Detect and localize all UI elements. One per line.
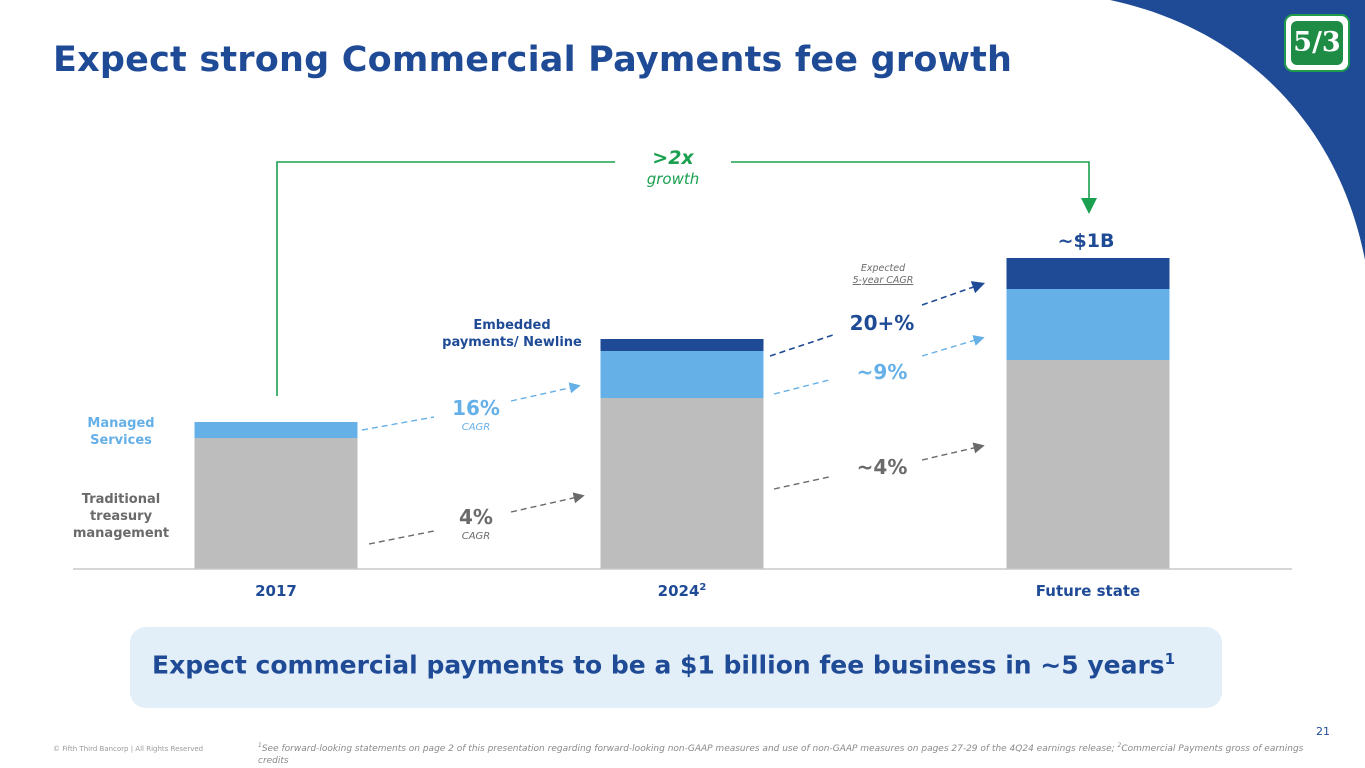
page-number: 21 [1316, 725, 1330, 738]
footnote: 1See forward-looking statements on page … [258, 740, 1320, 767]
managed-future-arrow-b [921, 335, 985, 357]
bar-2017-traditional-treasury-management [194, 438, 358, 569]
managed-hist-arrow-b [510, 382, 581, 402]
embedded-label-line1: Embedded [473, 318, 550, 333]
bar-2024-managed-services [600, 351, 764, 398]
bar-future-state-embedded-payments-newline [1006, 258, 1170, 289]
traditional-label-line2: treasury [90, 509, 153, 524]
logo-mark: 5/3 [1291, 21, 1343, 65]
bar-2024-traditional-treasury-management [600, 398, 764, 569]
traditional-future-arrow-a [773, 476, 830, 490]
footnote-part-1: See forward-looking statements on page 2… [261, 744, 1118, 754]
fifth-third-logo: 5/3 [1284, 14, 1350, 72]
total-label: ~$1B [1058, 230, 1115, 252]
embedded-future-arrow-b [921, 281, 986, 306]
bar-future-state-traditional-treasury-management [1006, 360, 1170, 569]
growth-callout-sub: growth [647, 170, 700, 188]
x-tick-label-2024: 20242 [658, 582, 707, 600]
growth-callout-main: >2x [652, 147, 694, 169]
x-tick-label-2017: 2017 [255, 582, 297, 600]
bar-2024-embedded-payments-newline [600, 339, 764, 351]
expected-label-line1: Expected [861, 263, 906, 274]
bar-future-state-managed-services [1006, 289, 1170, 360]
embedded-label-line2: payments/ Newline [442, 335, 582, 350]
managed-hist-arrow-a [361, 416, 435, 431]
page-title: Expect strong Commercial Payments fee gr… [53, 40, 1013, 80]
growth-bracket-left [276, 161, 615, 396]
expected-label-line2: 5-year CAGR [853, 275, 914, 286]
managed-label-line2: Services [90, 433, 152, 448]
footnote-sup-1: 1 [258, 742, 262, 749]
managed-future-arrow-a [773, 379, 830, 395]
embedded-future-cagr: 20+% [850, 311, 915, 335]
bar-2017-managed-services [194, 422, 358, 438]
footnote-part-2: Commercial Payments gross of earnings cr… [258, 744, 1304, 766]
summary-banner [130, 627, 1222, 708]
traditional-hist-arrow-a [368, 530, 435, 545]
traditional-hist-cagr-sub: CAGR [462, 531, 491, 542]
copyright-text: © Fifth Third Bancorp | All Rights Reser… [53, 745, 204, 753]
managed-hist-cagr-value: 16% [452, 396, 500, 420]
traditional-future-cagr: ~4% [857, 455, 908, 479]
managed-future-cagr: ~9% [857, 360, 908, 384]
summary-banner-text: Expect commercial payments to be a $1 bi… [152, 650, 1175, 679]
traditional-label-line3: management [73, 526, 169, 541]
banner-superscript: 1 [1164, 650, 1176, 668]
traditional-future-arrow-b [921, 442, 985, 461]
traditional-label-line1: Traditional [82, 492, 160, 507]
embedded-future-arrow-a [769, 334, 834, 357]
x-tick-superscript: 2 [699, 582, 706, 593]
banner-text: Expect commercial payments to be a $1 bi… [152, 650, 1165, 680]
traditional-hist-cagr-value: 4% [459, 505, 493, 529]
managed-label-line1: Managed [87, 416, 154, 431]
growth-bracket-right [731, 161, 1097, 214]
x-tick-label-future-state: Future state [1036, 582, 1140, 600]
traditional-hist-arrow-b [510, 492, 585, 513]
footnote-sup-2: 2 [1117, 742, 1122, 749]
managed-hist-cagr-sub: CAGR [462, 422, 491, 433]
